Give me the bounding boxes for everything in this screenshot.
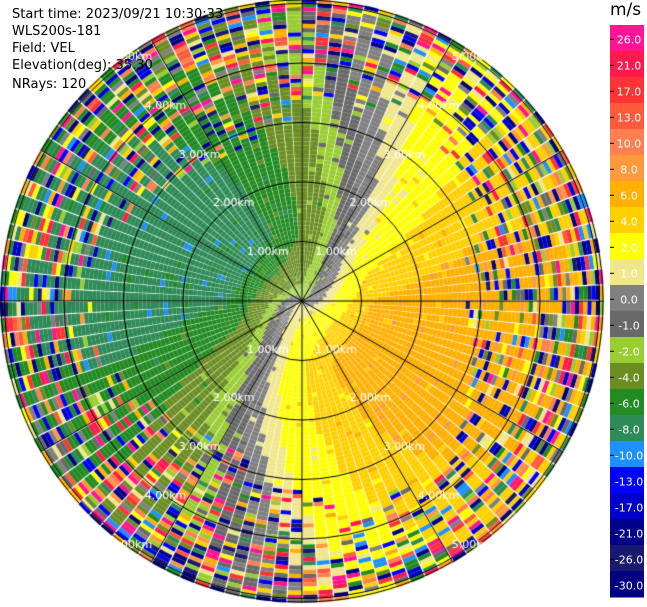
colorbar-tick-label: -21.0 xyxy=(615,527,643,540)
colorbar-swatch xyxy=(610,233,644,260)
colorbar-swatch xyxy=(610,571,644,598)
colorbar-tick-label: 26.0 xyxy=(617,33,642,46)
colorbar-swatch xyxy=(610,311,644,338)
colorbar-tick-label: -17.0 xyxy=(615,501,643,514)
colorbar-tick-label: -26.0 xyxy=(615,553,643,566)
colorbar-tick-label: -6.0 xyxy=(618,397,639,410)
colorbar-tick-label: -2.0 xyxy=(618,345,639,358)
colorbar-swatch xyxy=(610,259,644,286)
field-text: Field: VEL xyxy=(12,41,75,56)
colorbar-tick-label: 2.0 xyxy=(620,241,638,254)
colorbar-swatch xyxy=(610,467,644,494)
colorbar-swatch xyxy=(610,25,644,52)
colorbar-tick-label: 21.0 xyxy=(617,59,642,72)
instrument-text: WLS200s-181 xyxy=(12,24,102,39)
colorbar-tick-label: 4.0 xyxy=(620,215,638,228)
colorbar-swatch xyxy=(610,207,644,234)
colorbar-tick-label: -4.0 xyxy=(618,371,639,384)
colorbar-tick-label: -10.0 xyxy=(615,449,643,462)
colorbar-swatch xyxy=(610,155,644,182)
colorbar-swatch xyxy=(610,181,644,208)
start-time-text: Start time: 2023/09/21 10:30:33 xyxy=(12,7,224,22)
colorbar-swatch xyxy=(610,441,644,468)
colorbar-swatch xyxy=(610,493,644,520)
colorbar-tick-label: 13.0 xyxy=(617,111,642,124)
colorbar-swatch xyxy=(610,129,644,156)
colorbar-swatch xyxy=(610,285,644,312)
colorbar-unit: m/s xyxy=(610,0,642,20)
colorbar-tick-label: -8.0 xyxy=(618,423,639,436)
colorbar-swatch xyxy=(610,337,644,364)
colorbar-swatch xyxy=(610,545,644,572)
colorbar-swatch xyxy=(610,363,644,390)
colorbar-tick-label: -30.0 xyxy=(615,579,643,592)
nrays-text: NRays: 120 xyxy=(12,77,87,92)
colorbar-tick-label: 0.0 xyxy=(620,293,638,306)
colorbar-swatch xyxy=(610,103,644,130)
colorbar-swatch xyxy=(610,415,644,442)
colorbar-swatch xyxy=(610,51,644,78)
colorbar-tick-label: 6.0 xyxy=(620,189,638,202)
scan-info: Start time: 2023/09/21 10:30:33 WLS200s-… xyxy=(12,6,223,93)
colorbar-tick-label: 8.0 xyxy=(620,163,638,176)
colorbar-tick-label: 1.0 xyxy=(620,267,638,280)
colorbar-tick-label: 10.0 xyxy=(617,137,642,150)
colorbar-tick-label: -1.0 xyxy=(618,319,639,332)
colorbar-tick-label: -13.0 xyxy=(615,475,643,488)
colorbar-tick-label: 17.0 xyxy=(617,85,642,98)
elevation-text: Elevation(deg): 35.30 xyxy=(12,58,153,73)
colorbar-swatch xyxy=(610,77,644,104)
colorbar-swatch xyxy=(610,389,644,416)
velocity-ppi-plot xyxy=(0,0,607,607)
colorbar-swatch xyxy=(610,519,644,546)
colorbar: 26.0 21.0 17.0 13.0 10.0 8.0 6.0 4.0 2.0 1.0 0.0 -1… xyxy=(610,25,644,598)
